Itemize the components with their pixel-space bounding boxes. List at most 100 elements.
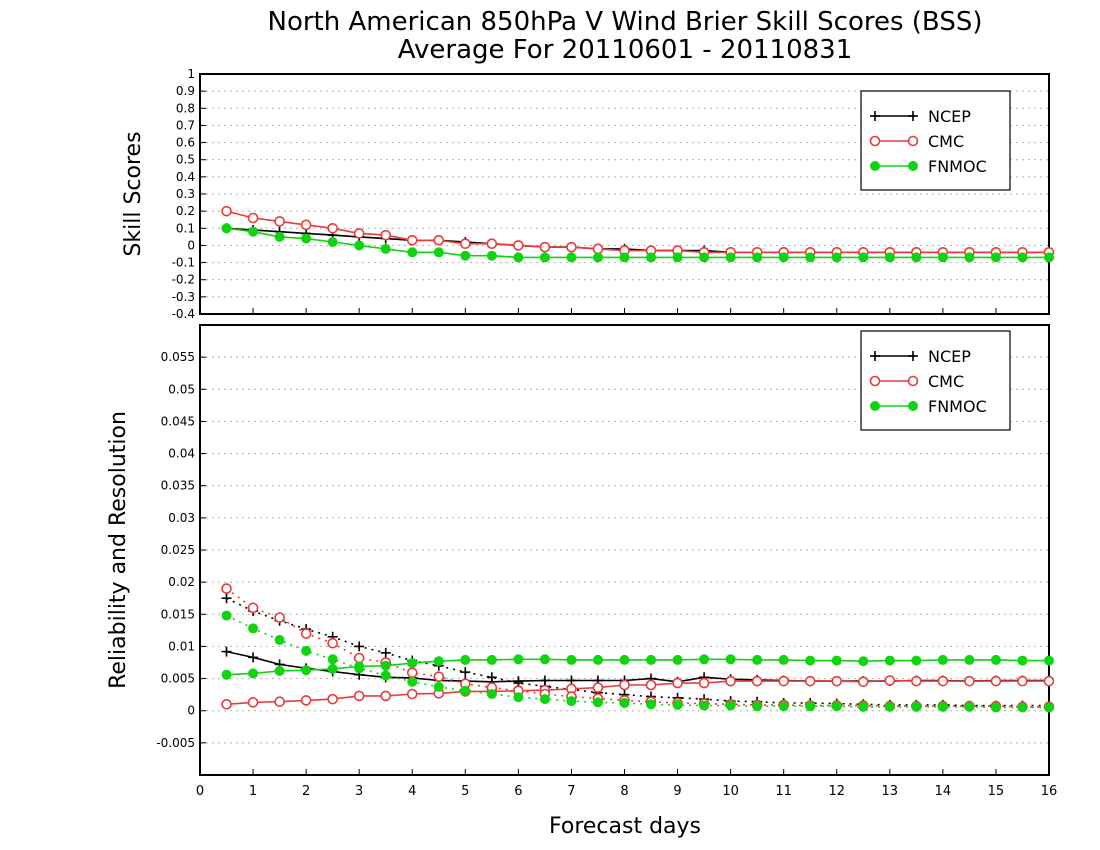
data-point bbox=[248, 652, 259, 663]
y-tick-label: -0.1 bbox=[172, 256, 195, 270]
data-point bbox=[964, 675, 975, 687]
y-tick-label: 0.2 bbox=[176, 204, 195, 218]
data-point bbox=[831, 252, 842, 263]
legend-marker bbox=[908, 161, 918, 171]
data-point bbox=[301, 665, 312, 676]
data-point bbox=[486, 689, 497, 699]
legend-marker bbox=[908, 351, 918, 361]
legend: NCEP CMC FNMOC bbox=[860, 330, 1011, 431]
data-point bbox=[460, 685, 471, 696]
data-point bbox=[1044, 655, 1054, 666]
legend-marker bbox=[907, 375, 919, 387]
data-point bbox=[698, 677, 710, 689]
series-cmc-solid bbox=[221, 675, 1055, 710]
series-cmc-dotted bbox=[221, 583, 1055, 713]
data-point bbox=[327, 637, 338, 649]
data-point bbox=[433, 681, 444, 692]
data-point bbox=[911, 655, 922, 666]
data-point bbox=[725, 700, 736, 711]
data-point bbox=[248, 226, 259, 237]
legend: NCEP CMC FNMOC bbox=[860, 90, 1011, 191]
data-point bbox=[752, 654, 763, 665]
data-point bbox=[327, 654, 338, 665]
legend-label: NCEP bbox=[928, 347, 971, 366]
data-point bbox=[407, 658, 418, 669]
data-point bbox=[619, 654, 630, 665]
y-tick-label: 0.7 bbox=[176, 118, 195, 132]
series-cmc-solid bbox=[221, 205, 1055, 258]
series-line bbox=[226, 679, 1049, 706]
data-point bbox=[672, 699, 683, 710]
y-tick-label: -0.005 bbox=[156, 736, 195, 750]
x-tick-label: 6 bbox=[514, 784, 522, 799]
data-point bbox=[380, 690, 392, 702]
data-point bbox=[221, 669, 232, 680]
y-tick-label: 0 bbox=[187, 704, 195, 718]
legend-marker bbox=[869, 375, 881, 387]
data-point bbox=[274, 216, 285, 227]
data-point bbox=[513, 654, 524, 665]
y-axis-label: Reliability and Resolution bbox=[106, 411, 131, 689]
data-point bbox=[460, 667, 471, 678]
x-tick-label: 1 bbox=[249, 784, 257, 799]
data-point bbox=[964, 252, 975, 263]
data-point bbox=[566, 696, 577, 707]
chart-panel-2: 0.055 0.05 0.045 0.04 0.035 0.03 0.025 0.02 0.01… bbox=[106, 324, 1058, 799]
y-tick-label: 0.4 bbox=[176, 170, 195, 184]
data-point bbox=[566, 252, 577, 263]
data-point bbox=[513, 252, 524, 263]
data-point bbox=[406, 688, 418, 700]
data-point bbox=[937, 701, 948, 712]
x-tick-label: 8 bbox=[620, 784, 628, 799]
legend-marker bbox=[870, 401, 880, 411]
data-point bbox=[433, 234, 445, 246]
data-point bbox=[274, 635, 285, 645]
y-tick-label: 0.025 bbox=[161, 543, 195, 557]
data-point bbox=[221, 583, 232, 594]
y-tick-label: 0.055 bbox=[161, 350, 195, 364]
data-point bbox=[221, 646, 232, 657]
legend-label: FNMOC bbox=[928, 157, 987, 176]
y-tick-label: 0.05 bbox=[168, 382, 195, 396]
data-point bbox=[884, 701, 895, 712]
chart-title-line2: Average For 20110601 - 20110831 bbox=[398, 35, 853, 65]
data-point bbox=[353, 652, 365, 664]
y-tick-label: 0.8 bbox=[176, 101, 195, 115]
data-point bbox=[221, 223, 232, 234]
data-point bbox=[380, 660, 391, 671]
data-point bbox=[406, 234, 418, 246]
data-point bbox=[646, 252, 657, 263]
x-axis-label: Forecast days bbox=[549, 814, 701, 839]
plot-frame bbox=[199, 73, 1050, 315]
y-tick-label: 0.1 bbox=[176, 221, 195, 235]
y-tick-label: 0.01 bbox=[168, 639, 195, 653]
data-point bbox=[407, 247, 418, 258]
data-point bbox=[592, 243, 604, 255]
y-tick-label: 0.04 bbox=[168, 447, 195, 461]
data-point bbox=[460, 238, 471, 250]
data-point bbox=[406, 667, 418, 679]
data-point bbox=[857, 676, 869, 688]
data-point bbox=[513, 240, 524, 251]
data-point bbox=[778, 252, 789, 263]
data-point bbox=[566, 654, 577, 665]
data-point bbox=[990, 252, 1001, 263]
data-point bbox=[433, 247, 444, 258]
legend-label: NCEP bbox=[928, 107, 971, 126]
data-point bbox=[619, 698, 630, 708]
data-point bbox=[486, 250, 497, 261]
data-point bbox=[725, 654, 736, 665]
data-point bbox=[327, 222, 338, 234]
data-point bbox=[699, 654, 710, 665]
x-tick-label: 15 bbox=[988, 784, 1005, 799]
data-point bbox=[699, 252, 710, 263]
legend-label: CMC bbox=[928, 132, 964, 151]
data-point bbox=[300, 219, 312, 231]
x-tick-label: 16 bbox=[1041, 784, 1058, 799]
data-point bbox=[300, 628, 312, 639]
data-point bbox=[911, 701, 922, 712]
series-line bbox=[226, 597, 1049, 707]
y-tick-label: 0.045 bbox=[161, 414, 195, 428]
x-tick-label: 0 bbox=[196, 784, 204, 799]
data-point bbox=[539, 654, 550, 665]
